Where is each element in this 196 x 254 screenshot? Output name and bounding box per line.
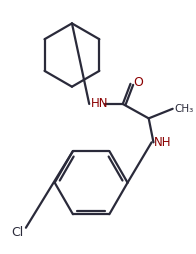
Text: HN: HN [91,98,109,110]
Text: O: O [133,76,143,89]
Text: Cl: Cl [12,226,24,239]
Text: NH: NH [153,136,171,149]
Text: CH₃: CH₃ [175,104,194,114]
